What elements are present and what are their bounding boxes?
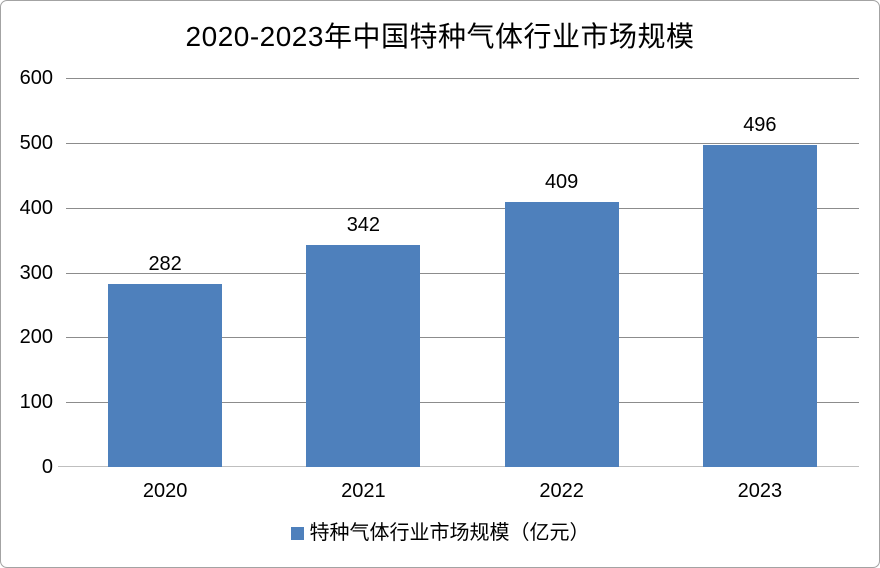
y-tick-label: 600 xyxy=(19,67,53,89)
bar-2022 xyxy=(504,201,619,467)
gridline xyxy=(66,78,859,79)
gridline xyxy=(66,337,859,339)
x-tick-label: 2022 xyxy=(539,480,584,502)
gridline xyxy=(66,142,859,144)
bar-2020 xyxy=(108,284,223,467)
bar-2023 xyxy=(702,145,817,467)
gridline xyxy=(66,207,859,209)
y-tick-label: 200 xyxy=(19,326,53,349)
chart-title: 2020-2023年中国特种气体行业市场规模 xyxy=(185,21,695,52)
bar-value-label: 496 xyxy=(743,114,777,137)
x-tick-label: 2023 xyxy=(737,480,783,502)
legend-marker-square-icon xyxy=(290,526,304,540)
x-axis: 2020 2021 2022 2023 xyxy=(66,479,859,505)
bar-value-label: 282 xyxy=(148,253,182,276)
y-tick-label: 400 xyxy=(19,196,53,219)
legend-label: 特种气体行业市场规模（亿元） xyxy=(309,522,590,544)
y-tick-label: 300 xyxy=(19,261,53,284)
y-tick-label: 0 xyxy=(41,456,53,478)
y-tick-label: 500 xyxy=(19,131,53,154)
bar-2021 xyxy=(306,245,421,467)
y-tick-label: 100 xyxy=(19,391,53,414)
x-axis-line xyxy=(58,466,859,467)
gridline xyxy=(66,402,859,404)
y-axis: 0 100 200 300 400 500 600 xyxy=(1,67,53,478)
x-tick-label: 2020 xyxy=(142,480,188,502)
bar-value-label: 409 xyxy=(544,170,579,193)
bar-value-label: 342 xyxy=(346,214,381,237)
legend: 特种气体行业市场规模（亿元） xyxy=(1,520,879,546)
x-tick-label: 2021 xyxy=(341,480,386,502)
plot-area: 282 342 409 496 xyxy=(58,78,859,467)
gridline xyxy=(66,272,859,274)
